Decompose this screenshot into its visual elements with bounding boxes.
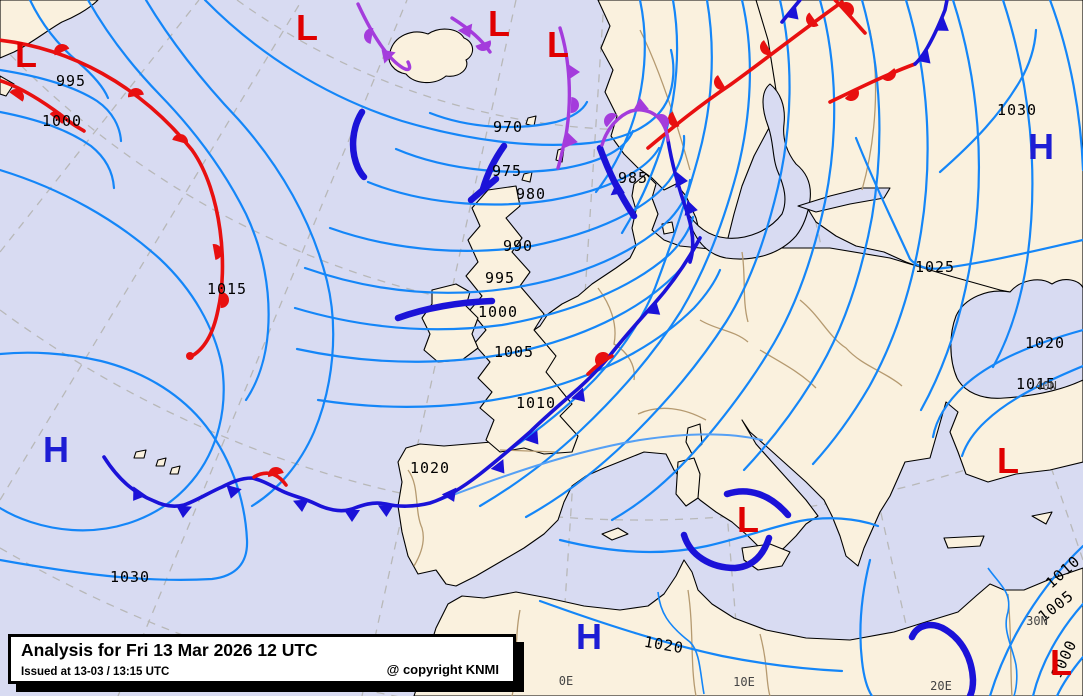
baltic-sea [685,83,811,260]
graticule-label: 10E [733,675,755,689]
pressure-center: H [576,616,602,657]
north-africa-river [657,591,705,695]
warm-front-top-edge [833,0,867,35]
copyright-notice: @ copyright KNMI [386,662,499,677]
isobar-label: 1015 [206,280,248,298]
isobar-label: 1010 [515,394,557,412]
occluded-front-marks [364,23,669,148]
issued-timestamp: Issued at 13-03 / 13:15 UTC [21,666,170,678]
analysis-info-box: Analysis for Fri 13 Mar 2026 12 UTC Issu… [8,634,516,684]
faroe-land [525,115,537,127]
pressure-center: L [997,440,1019,481]
balearics-land [601,527,629,541]
isobar-label: 1000 [41,112,83,130]
warm-front-marks [9,2,896,478]
analysis-title: Analysis for Fri 13 Mar 2026 12 UTC [21,640,318,660]
cold-front-marks [133,5,949,522]
occluded-front-iceland-hook [356,2,412,72]
isobar-label: 1025 [914,258,956,276]
graticule-label: 0E [558,674,574,688]
sardinia-land [675,457,701,507]
isobar-label: 995 [484,269,516,287]
orkney-land [521,171,533,183]
pressure-center: L [547,24,569,65]
warm-front-scandinavia [646,0,844,150]
occluded-front-norwegian-sea [556,26,572,170]
occluded-front-norway [600,108,670,147]
pressure-center: L [737,499,759,540]
weather-fronts [0,0,949,522]
isobar-label: 970 [492,118,524,136]
azores-isles [133,449,181,475]
rivers [657,567,1018,696]
cold-front-norway-tail [666,138,695,264]
pressure-center: H [1028,126,1054,167]
trough-lines [349,108,977,696]
pressure-center: L [15,34,37,75]
warm-sector-luxembourg [586,354,614,376]
gulf-of-finland [797,187,891,213]
pressure-center: L [1050,642,1072,683]
isobar-label: 1005 [493,343,535,361]
isobar-label: 995 [55,72,87,90]
isobar-label: 1000 [477,303,519,321]
crete-land [943,535,985,549]
cyprus-land [1031,511,1053,525]
isobar-label: 990 [502,237,534,255]
nile-river [987,567,1018,696]
africa-land [413,559,1083,696]
isobar-label: 975 [491,162,523,180]
isobar-label: 1030 [996,101,1038,119]
ireland-land [421,283,479,363]
cold-front-main [102,236,702,513]
pressure-center: L [488,3,510,44]
pressure-center: H [43,429,69,470]
isobar-label: 1020 [1024,334,1066,352]
isobar-label: 1015 [1015,375,1057,393]
isobar-label: 980 [515,185,547,203]
isobar-label: 1020 [409,459,451,477]
warm-front-nw-atlantic [0,38,225,359]
warm-front-northeast [828,62,917,104]
warm-front-nw-short [0,78,86,133]
iceland-land [388,28,474,84]
isobar-label: 985 [617,169,649,187]
isobar-label: 1030 [109,568,151,586]
graticule-label: 30N [1026,614,1048,628]
graticule-label: 20E [930,679,952,693]
pressure-center: L [296,7,318,48]
graticule-label: 40N [1035,379,1057,393]
